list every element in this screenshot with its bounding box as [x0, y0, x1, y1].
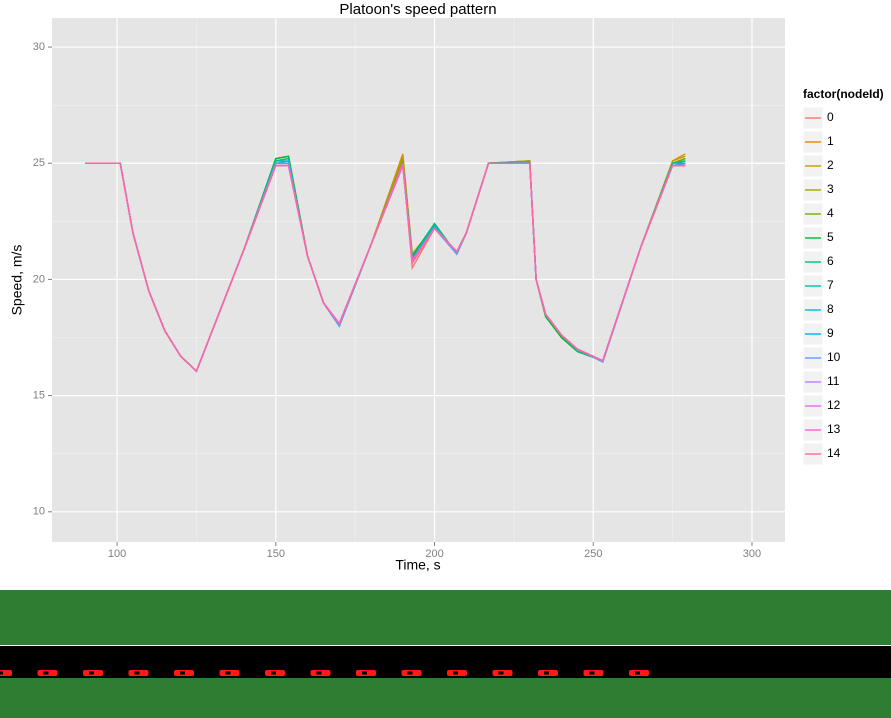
vehicle — [629, 670, 649, 676]
vehicle-window — [89, 671, 94, 675]
y-tick-label: 25 — [33, 157, 45, 169]
chart-title: Platoon's speed pattern — [339, 1, 496, 18]
vehicle — [0, 670, 12, 676]
legend-label: 4 — [827, 206, 834, 220]
legend-label: 14 — [827, 446, 841, 460]
legend-label: 5 — [827, 230, 834, 244]
vehicle — [310, 670, 331, 676]
vehicle — [492, 670, 513, 676]
legend-label: 2 — [827, 158, 834, 172]
x-tick-label: 150 — [267, 548, 285, 560]
legend-label: 10 — [827, 350, 841, 364]
vehicle — [356, 670, 376, 676]
series-line — [85, 162, 686, 373]
x-tick-label: 100 — [108, 548, 126, 560]
road-edge — [0, 645, 891, 646]
vehicle — [447, 670, 467, 676]
x-tick-label: 250 — [584, 548, 602, 560]
vehicle-window — [225, 671, 231, 675]
legend-label: 6 — [827, 254, 834, 268]
vehicle — [37, 670, 58, 676]
vehicle-window — [43, 671, 49, 675]
vehicle — [128, 670, 149, 676]
vehicle — [538, 670, 558, 676]
legend-label: 0 — [827, 110, 834, 124]
vehicles — [0, 670, 649, 676]
vehicle-window — [134, 671, 140, 675]
vehicle — [219, 670, 240, 676]
vehicle-window — [271, 671, 276, 675]
y-tick-label: 10 — [33, 506, 45, 518]
vehicle-window — [453, 671, 458, 675]
vehicle-window — [589, 671, 595, 675]
y-tick-label: 30 — [33, 41, 45, 53]
legend-label: 11 — [827, 374, 840, 388]
vehicle-window — [498, 671, 504, 675]
y-tick-label: 20 — [33, 273, 45, 285]
vehicle-window — [635, 671, 640, 675]
vehicle-window — [362, 671, 367, 675]
vehicle-window — [407, 671, 413, 675]
chart: Platoon's speed pattern Time, s Speed, m… — [9, 1, 884, 573]
legend-label: 3 — [827, 182, 834, 196]
legend-label: 7 — [827, 278, 834, 292]
vehicle — [265, 670, 285, 676]
vehicle — [583, 670, 604, 676]
y-tick-label: 15 — [33, 390, 45, 402]
x-tick-label: 300 — [743, 548, 761, 560]
vehicle-window — [0, 671, 3, 675]
vehicle-window — [316, 671, 322, 675]
legend-label: 9 — [827, 326, 834, 340]
vehicle-window — [544, 671, 549, 675]
vehicle — [401, 670, 422, 676]
legend-title: factor(nodeId) — [803, 87, 884, 101]
vehicle — [83, 670, 103, 676]
legend-label: 1 — [827, 134, 834, 148]
x-tick-label: 200 — [425, 548, 443, 560]
legend-label: 8 — [827, 302, 834, 316]
vehicle-window — [180, 671, 185, 675]
legend-label: 13 — [827, 422, 841, 436]
legend-label: 12 — [827, 398, 841, 412]
x-axis-label: Time, s — [395, 557, 440, 573]
y-axis-label: Speed, m/s — [9, 245, 25, 316]
simulation-view — [0, 590, 891, 718]
vehicle — [174, 670, 194, 676]
